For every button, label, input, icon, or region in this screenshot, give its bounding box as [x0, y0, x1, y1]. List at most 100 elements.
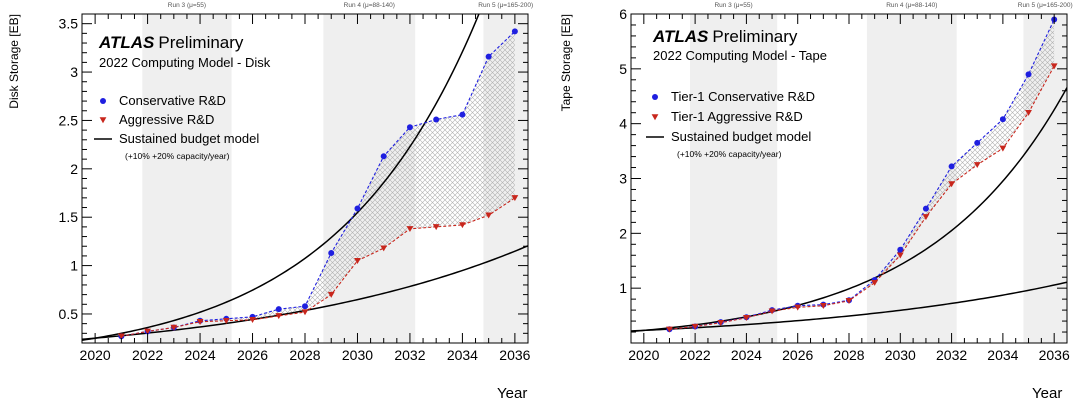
tape-data-point: [973, 162, 981, 169]
tape-data-point: [666, 326, 673, 333]
tape-x-tick-label: 2024: [731, 347, 762, 363]
disk-run-band: [142, 14, 232, 343]
tape-run-band: [866, 14, 957, 343]
tape-chart-subtitle: 2022 Computing Model - Tape: [653, 48, 827, 63]
disk-chart-title: ATLAS Preliminary: [98, 33, 244, 52]
tape-x-tick-label: 2034: [987, 347, 1018, 363]
disk-data-point: [511, 195, 519, 202]
tape-run-label: Run 5 (μ=165-200): [1018, 2, 1073, 9]
tape-data-point: [897, 246, 904, 253]
disk-data-point: [354, 258, 361, 264]
tape-x-tick-label: 2028: [833, 347, 864, 363]
disk-data-point: [301, 309, 309, 316]
tape-y-tick-label: 3: [619, 171, 627, 187]
tape-data-point: [845, 298, 853, 305]
tape-y-axis-label: Tape Storage [EB]: [559, 14, 573, 111]
tape-run-label: Run 4 (μ=88-140): [886, 2, 937, 9]
disk-title-preliminary: Preliminary: [158, 33, 244, 52]
tape-x-axis-label: Year: [1032, 385, 1062, 402]
tape-run-label: Run 3 (μ=55): [714, 2, 752, 9]
tape-storage-chart: Run 3 (μ=55) Run 4 (μ=88-140) Run 5 (μ=165…: [545, 0, 1087, 403]
tape-data-point: [743, 315, 750, 322]
disk-data-point: [433, 116, 440, 123]
disk-x-tick-label: 2036: [499, 347, 530, 363]
disk-data-point: [222, 318, 230, 324]
tape-data-point: [717, 319, 725, 326]
disk-run-label: Run 4 (μ=88-140): [344, 2, 395, 9]
disk-run-label: Run 5 (μ=165-200): [478, 2, 533, 9]
disk-title-atlas: ATLAS: [98, 33, 155, 52]
tape-data-point: [974, 139, 981, 146]
tape-legend-label: Tier-1 Aggressive R&D: [671, 109, 803, 124]
tape-x-tick-label: 2036: [1039, 347, 1070, 363]
disk-y-tick-label: 1: [70, 258, 78, 274]
disk-data-point: [354, 205, 361, 212]
disk-data-point: [380, 245, 388, 252]
tape-data-point: [794, 304, 802, 311]
disk-x-tick-label: 2022: [132, 347, 163, 363]
tape-x-tick-label: 2022: [680, 347, 711, 363]
disk-plot-area: [82, 14, 528, 342]
tape-y-tick-label: 4: [619, 116, 627, 132]
tape-data-point: [871, 279, 879, 286]
disk-rnd-range-band: [121, 31, 515, 337]
disk-legend-marker: [99, 117, 107, 124]
tape-data-point: [922, 214, 930, 221]
tape-data-point: [896, 252, 904, 259]
disk-data-point: [485, 53, 492, 60]
tape-chart-title: ATLAS Preliminary: [652, 27, 798, 46]
disk-data-point: [249, 317, 256, 324]
disk-data-point: [380, 153, 387, 160]
disk-x-tick-label: 2034: [447, 347, 478, 363]
tape-data-point: [1025, 71, 1032, 78]
disk-y-tick-label: 1.5: [59, 209, 79, 225]
disk-data-point: [328, 250, 335, 257]
tape-legend-marker: [652, 94, 658, 100]
disk-data-point: [485, 212, 493, 219]
disk-x-tick-label: 2030: [342, 347, 373, 363]
disk-legend-label: Conservative R&D: [119, 93, 226, 108]
tape-run-band: [689, 14, 778, 343]
tape-data-point: [819, 302, 827, 309]
tape-title-atlas: ATLAS: [652, 27, 709, 46]
disk-data-point: [432, 224, 440, 231]
disk-data-point: [275, 306, 282, 313]
disk-legend-label: Aggressive R&D: [119, 112, 214, 127]
disk-budget-curve: [82, 14, 480, 342]
disk-legend-label: Sustained budget model: [119, 131, 259, 146]
disk-data-point: [406, 124, 413, 131]
tape-data-point: [1050, 63, 1058, 70]
disk-run-label: Run 3 (μ=55): [168, 2, 206, 9]
disk-legend-note: (+10% +20% capacity/year): [125, 151, 230, 161]
disk-data-point: [511, 28, 518, 35]
tape-data-point: [999, 145, 1007, 152]
disk-x-tick-label: 2024: [184, 347, 215, 363]
disk-legend: Conservative R&D Aggressive R&D Sustained …: [94, 93, 259, 161]
disk-data-point: [327, 291, 335, 298]
tape-y-tick-label: 6: [619, 6, 627, 22]
disk-storage-chart-svg: Run 3 (μ=55) Run 4 (μ=88-140) Run 5 (μ=165…: [7, 2, 533, 402]
disk-series-line: [121, 197, 516, 337]
tape-data-point: [691, 323, 699, 330]
tape-data-point: [768, 308, 776, 315]
disk-y-tick-label: 2: [70, 161, 78, 177]
disk-data-point: [302, 303, 308, 310]
tape-x-tick-label: 2026: [782, 347, 813, 363]
tape-series-line: [669, 65, 1055, 330]
tape-data-point: [1025, 109, 1032, 116]
tape-x-tick-label: 2032: [936, 347, 967, 363]
tape-y-tick-label: 2: [619, 225, 627, 241]
disk-y-tick-label: 0.5: [59, 306, 79, 322]
disk-x-tick-label: 2026: [237, 347, 268, 363]
disk-storage-chart: Run 3 (μ=55) Run 4 (μ=88-140) Run 5 (μ=165…: [0, 0, 545, 403]
tape-budget-curve: [631, 281, 1067, 332]
tape-x-tick-label: 2020: [628, 347, 659, 363]
tape-data-point: [922, 205, 929, 212]
disk-y-tick-label: 3.5: [59, 16, 79, 32]
disk-chart-subtitle: 2022 Computing Model - Disk: [99, 55, 271, 70]
disk-data-point: [459, 222, 466, 229]
tape-budget-curve: [631, 87, 1067, 333]
disk-data-point: [117, 333, 125, 340]
disk-data-point: [459, 111, 466, 118]
tape-data-point: [999, 116, 1006, 123]
